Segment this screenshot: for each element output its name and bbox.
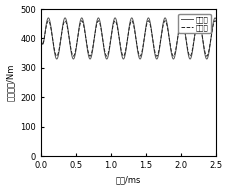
优化后 (171, 55, 174, 57)
优化前 (39, 37, 42, 40)
优化后 (163, 20, 166, 22)
优化后 (214, 21, 216, 23)
X-axis label: 时间/ms: 时间/ms (115, 175, 141, 184)
优化后 (71, 54, 74, 56)
优化后 (144, 27, 147, 30)
优化前 (71, 57, 74, 59)
优化前 (183, 29, 185, 31)
优化后 (169, 51, 172, 53)
优化后 (153, 50, 155, 52)
优化前 (153, 52, 155, 54)
优化后 (39, 37, 42, 40)
优化前 (144, 26, 147, 28)
优化后 (183, 30, 185, 32)
优化前 (106, 56, 109, 59)
Y-axis label: 负载转矩/Nm: 负载转矩/Nm (5, 64, 15, 101)
Legend: 优化前, 优化后: 优化前, 优化后 (178, 14, 210, 33)
Line: 优化后: 优化后 (41, 21, 215, 56)
优化后 (106, 54, 109, 56)
Line: 优化前: 优化前 (41, 18, 215, 59)
优化前 (171, 58, 174, 60)
优化前 (214, 18, 216, 20)
优化前 (169, 53, 172, 55)
优化前 (163, 17, 166, 19)
